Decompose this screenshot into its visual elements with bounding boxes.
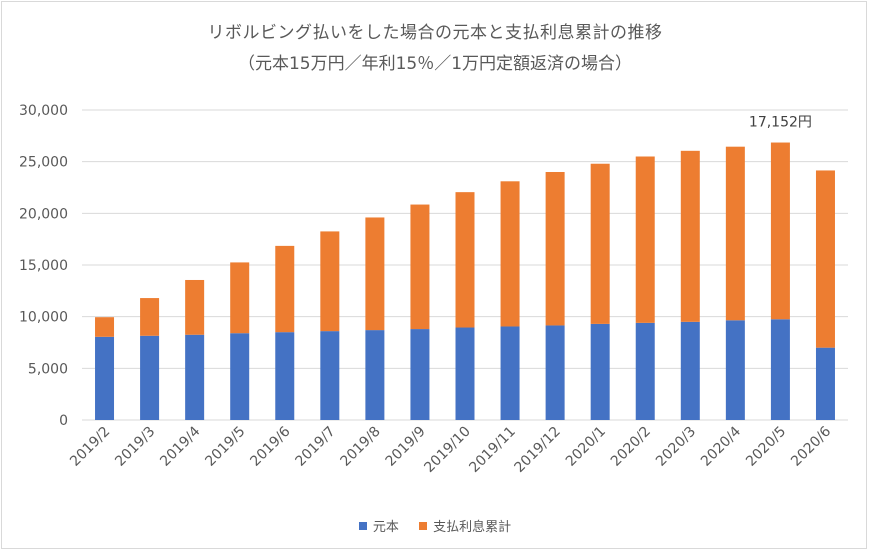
bar-interest [230, 262, 250, 334]
y-tick-label: 5,000 [28, 361, 68, 377]
x-tick-label: 2019/7 [293, 424, 339, 470]
bar-principal [770, 319, 790, 420]
legend-label-interest: 支払利息累計 [433, 520, 512, 535]
x-tick-label: 2019/9 [383, 424, 429, 470]
x-tick-label: 2019/3 [112, 424, 158, 470]
bar-principal [500, 326, 520, 420]
legend-swatch-interest [419, 521, 428, 530]
x-tick-label: 2020/1 [563, 424, 609, 470]
bar-principal [230, 333, 250, 420]
x-tick-label: 2019/4 [157, 423, 203, 469]
bar-interest [815, 170, 835, 348]
annotation-label: 17,152円 [749, 115, 812, 131]
y-tick-label: 15,000 [19, 258, 68, 274]
bar-interest [365, 217, 385, 331]
bar-principal [320, 331, 340, 420]
chart-subtitle: （元本15万円／年利15％／1万円定額返済の場合） [237, 54, 633, 74]
bar-interest [590, 163, 610, 324]
legend-item-principal: 元本 [358, 516, 399, 535]
x-tick-label: 2019/11 [466, 424, 518, 476]
y-tick-label: 0 [59, 413, 68, 429]
bar-interest [320, 231, 340, 332]
bar-interest [680, 150, 700, 322]
bar-principal [590, 323, 610, 420]
chart-title-block: リボルビング払いをした場合の元本と支払利息累計の推移 （元本15万円／年利15％… [0, 20, 870, 77]
bar-interest [725, 146, 745, 321]
x-tick-label: 2020/6 [788, 423, 834, 469]
y-tick-label: 10,000 [19, 310, 68, 326]
bar-interest [275, 245, 295, 333]
bar-principal [275, 332, 295, 420]
bar-principal [725, 320, 745, 420]
bar-interest [455, 192, 475, 328]
bar-interest [545, 172, 565, 326]
x-tick-label: 2020/5 [743, 424, 789, 470]
legend-swatch-principal [358, 521, 367, 530]
bar-principal [95, 336, 115, 420]
x-tick-label: 2019/8 [338, 424, 384, 470]
bar-interest [635, 156, 655, 323]
y-tick-label: 20,000 [19, 206, 68, 222]
x-tick-label: 2020/4 [698, 423, 744, 469]
x-tick-label: 2020/3 [653, 424, 699, 470]
x-tick-label: 2020/2 [608, 424, 654, 470]
legend-item-interest: 支払利息累計 [419, 516, 511, 535]
bar-interest [140, 298, 160, 336]
bar-principal [365, 330, 385, 420]
bar-principal [545, 325, 565, 420]
x-tick-label: 2019/12 [511, 424, 563, 476]
bar-interest [185, 279, 205, 335]
bar-principal [455, 327, 475, 420]
x-tick-label: 2019/5 [202, 424, 248, 470]
x-tick-label: 2019/10 [421, 424, 473, 476]
bar-interest [410, 204, 430, 330]
bar-principal [410, 329, 430, 420]
chart-legend: 元本 支払利息累計 [0, 516, 870, 535]
bar-principal [140, 335, 160, 420]
y-tick-label: 25,000 [19, 155, 68, 171]
legend-label-principal: 元本 [372, 520, 399, 535]
x-tick-label: 2019/6 [247, 423, 293, 469]
bar-principal [680, 321, 700, 420]
bar-principal [815, 347, 835, 420]
x-tick-label: 2019/2 [67, 424, 113, 470]
bar-interest [500, 181, 520, 327]
chart-title: リボルビング払いをした場合の元本と支払利息累計の推移 [207, 23, 663, 43]
bar-principal [185, 334, 205, 420]
bar-interest [770, 142, 790, 320]
y-tick-label: 30,000 [19, 103, 68, 119]
bar-interest [95, 317, 115, 337]
bar-principal [635, 322, 655, 420]
